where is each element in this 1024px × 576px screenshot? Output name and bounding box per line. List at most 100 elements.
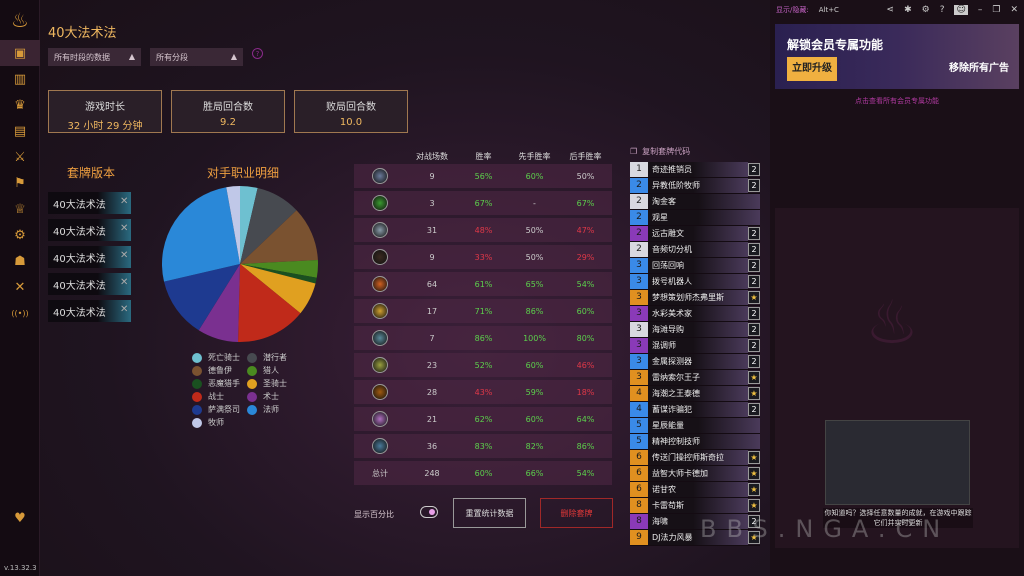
copy-deck-code-button[interactable]: ❐ 复制套牌代码 [630, 140, 760, 162]
card-count: ★ [748, 531, 760, 544]
legend-label: 潜行者 [263, 353, 287, 362]
crown-icon[interactable]: ♕ [14, 201, 26, 217]
card-item[interactable]: 3 梦想策划师杰弗里斯 ★ [630, 290, 760, 306]
card-item[interactable]: 2 音频切分机 2 [630, 242, 760, 258]
card-item[interactable]: 6 诺甘农 ★ [630, 482, 760, 498]
share-icon[interactable]: ⋖ [886, 5, 895, 15]
deck-version-item[interactable]: 40大法术法 [48, 219, 131, 241]
pie-slice-德鲁伊 [240, 210, 318, 264]
class-icon [372, 168, 388, 184]
second-winrate-cell: 29% [576, 252, 595, 262]
class-icon [372, 303, 388, 319]
card-cost: 2 [630, 178, 648, 193]
stat-label: 游戏时长 [85, 102, 125, 113]
restore-icon[interactable]: ❐ [992, 5, 1001, 15]
card-item[interactable]: 3 混调师 2 [630, 338, 760, 354]
remove-version-icon[interactable]: ✕ [120, 223, 129, 234]
logo-icon: ♨ [11, 8, 29, 32]
version-label: v.13.32.3 [4, 564, 37, 572]
help-icon[interactable]: ? [939, 5, 945, 15]
col-second-winrate: 后手胜率 [569, 151, 602, 161]
card-name: 雷纳索尔王子 [648, 370, 748, 385]
card-item[interactable]: 2 观星 [630, 210, 760, 226]
card-name: 金属探测器 [648, 354, 748, 369]
decks-icon[interactable]: ▣ [0, 40, 40, 66]
card-count: 2 [748, 243, 760, 256]
card-name: 水彩美术家 [648, 306, 748, 321]
card-item[interactable]: 2 淘金客 [630, 194, 760, 210]
battlegrounds-icon[interactable]: ⚑ [14, 175, 26, 191]
remove-version-icon[interactable]: ✕ [120, 196, 129, 207]
duels-icon[interactable]: ✕ [14, 279, 26, 295]
card-cost: 8 [630, 514, 648, 529]
remove-version-icon[interactable]: ✕ [120, 304, 129, 315]
collection-icon[interactable]: ▤ [13, 123, 27, 139]
legend-label: 牧师 [208, 418, 224, 427]
card-item[interactable]: 2 异教低阶牧师 2 [630, 178, 760, 194]
card-name: 传送门操控师斯奇拉 [648, 450, 748, 465]
reset-stats-button[interactable]: 重置统计数据 [453, 498, 526, 528]
card-count: ★ [748, 371, 760, 384]
upgrade-button[interactable]: 立即升级 [787, 57, 837, 81]
mercenaries-icon[interactable]: ☗ [14, 253, 26, 269]
discord-icon[interactable]: ☺ [954, 5, 968, 15]
card-item[interactable]: 3 拨号机器人 2 [630, 274, 760, 290]
card-item[interactable]: 4 蓄谋诈骗犯 2 [630, 402, 760, 418]
deck-version-item[interactable]: 40大法术法 [48, 246, 131, 268]
favorite-icon[interactable]: ♥ [14, 510, 26, 526]
card-count: 2 [748, 227, 760, 240]
stat-label: 败局回合数 [326, 102, 376, 113]
card-item[interactable]: 3 回荡回响 2 [630, 258, 760, 274]
card-item[interactable]: 8 海啸 2 [630, 514, 760, 530]
bug-icon[interactable]: ✱ [904, 5, 912, 15]
close-icon[interactable]: ✕ [1010, 5, 1018, 15]
card-item[interactable]: 8 卡雷苟斯 ★ [630, 498, 760, 514]
time-filter-dropdown[interactable]: 所有时段的数据 ▲ [48, 48, 141, 66]
arena-icon[interactable]: ⚔ [14, 149, 26, 165]
card-item[interactable]: 1 奇迹推销员 2 [630, 162, 760, 178]
show-percent-toggle[interactable] [420, 506, 438, 518]
card-item[interactable]: 3 金属探测器 2 [630, 354, 760, 370]
premium-ad-banner[interactable]: 解锁会员专属功能 立即升级 移除所有广告 [775, 24, 1019, 89]
help-icon[interactable]: ? [252, 48, 263, 59]
deck-version-item[interactable]: 40大法术法 [48, 273, 131, 295]
second-winrate-cell: 67% [576, 198, 595, 208]
total-second: 54% [576, 468, 595, 478]
premium-features-link[interactable]: 点击查看所有会员专属功能 [855, 97, 939, 105]
card-item[interactable]: 2 远古雕文 2 [630, 226, 760, 242]
settings-box-icon[interactable]: ⚙ [14, 227, 26, 243]
card-item[interactable]: 4 海潮之王泰德 ★ [630, 386, 760, 402]
second-winrate-cell: 60% [576, 306, 595, 316]
stat-value: 10.0 [339, 117, 363, 128]
card-item[interactable]: 6 传送门操控师斯奇拉 ★ [630, 450, 760, 466]
sidebar: ♨ ▣ ▥ ♛ ▤ ⚔ ⚑ ♕ ⚙ ☗ ✕ ((•)) ♥ v.13.32.3 [0, 0, 40, 576]
legend-label: 死亡骑士 [208, 353, 240, 362]
card-item[interactable]: 3 水彩美术家 2 [630, 306, 760, 322]
remove-version-icon[interactable]: ✕ [120, 250, 129, 261]
trophy-icon[interactable]: ♛ [14, 97, 26, 113]
show-percent-label: 显示百分比 [354, 510, 394, 519]
card-item[interactable]: 3 海滩导购 2 [630, 322, 760, 338]
toggle-overlay-label: 显示/隐藏: [776, 6, 809, 14]
time-filter-value: 所有时段的数据 [54, 53, 110, 62]
legend-item: 潜行者 [247, 352, 302, 363]
live-icon[interactable]: ((•)) [11, 308, 29, 318]
cards-icon[interactable]: ▥ [13, 71, 27, 87]
deck-version-item[interactable]: 40大法术法 [48, 192, 131, 214]
card-count: ★ [748, 291, 760, 304]
card-item[interactable]: 6 益智大师卡德加 ★ [630, 466, 760, 482]
card-item[interactable]: 9 DJ法力风暴 ★ [630, 530, 760, 546]
delete-deck-button[interactable]: 删除套牌 [540, 498, 613, 528]
card-cost: 2 [630, 242, 648, 257]
gear-icon[interactable]: ⚙ [921, 5, 930, 15]
card-item[interactable]: 5 精神控制技师 [630, 434, 760, 450]
minimize-icon[interactable]: – [977, 5, 983, 15]
card-item[interactable]: 5 星辰能量 [630, 418, 760, 434]
legend-swatch [192, 352, 202, 363]
rank-filter-dropdown[interactable]: 所有分段 ▲ [150, 48, 243, 66]
triangle-icon: ▲ [128, 52, 135, 61]
total-first: 66% [525, 468, 544, 478]
remove-version-icon[interactable]: ✕ [120, 277, 129, 288]
card-item[interactable]: 3 雷纳索尔王子 ★ [630, 370, 760, 386]
deck-version-item[interactable]: 40大法术法 [48, 300, 131, 322]
